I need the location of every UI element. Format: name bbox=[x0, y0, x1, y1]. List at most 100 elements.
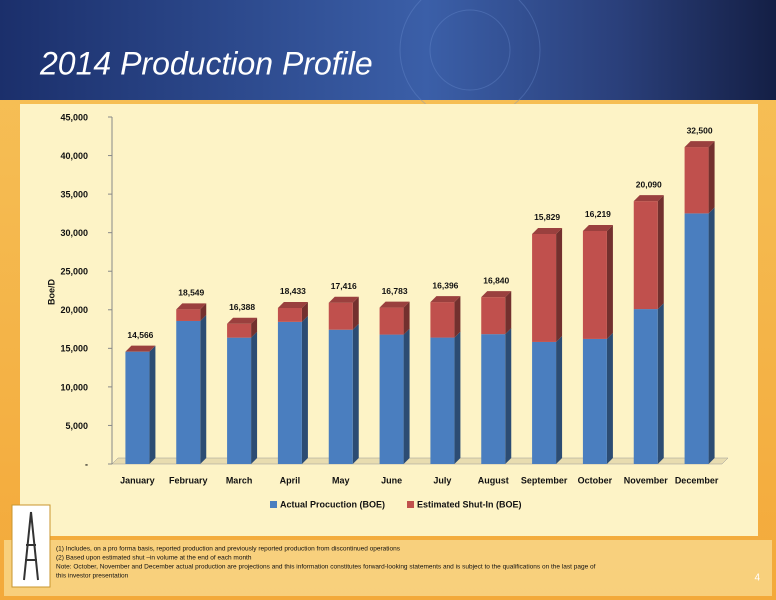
bar-segment bbox=[481, 334, 506, 464]
bar-side bbox=[200, 303, 207, 321]
bar-side bbox=[657, 303, 664, 464]
bar-segment bbox=[277, 321, 302, 464]
data-label: 18,433 bbox=[280, 286, 306, 296]
data-label: 16,840 bbox=[483, 275, 509, 285]
bar-segment bbox=[328, 302, 353, 330]
bar-top bbox=[684, 141, 715, 148]
bar-top bbox=[227, 317, 258, 324]
bar-segment bbox=[532, 233, 557, 342]
bar-segment bbox=[277, 307, 302, 322]
legend-swatch bbox=[270, 501, 277, 508]
bar-side bbox=[352, 296, 359, 330]
bar-top bbox=[532, 227, 563, 234]
bar-side bbox=[352, 323, 359, 464]
bar-side bbox=[505, 328, 512, 464]
data-label: 16,219 bbox=[585, 209, 611, 219]
bar-side bbox=[149, 345, 156, 464]
data-label: 16,396 bbox=[432, 280, 458, 290]
bar-top bbox=[582, 224, 613, 231]
logo-derrick bbox=[23, 511, 39, 581]
header-decoration bbox=[429, 9, 511, 91]
bar-segment bbox=[633, 201, 658, 310]
bar-top bbox=[176, 303, 207, 310]
x-tick-label: July bbox=[433, 475, 451, 485]
legend-label: Actual Procuction (BOE) bbox=[280, 499, 385, 509]
x-tick-label: April bbox=[280, 475, 301, 485]
bar-segment bbox=[633, 309, 658, 464]
y-tick-label: 30,000 bbox=[60, 228, 88, 238]
legend-label: Estimated Shut-In (BOE) bbox=[417, 499, 522, 509]
bar-side bbox=[251, 317, 258, 338]
bar-side bbox=[708, 141, 715, 214]
header bbox=[0, 0, 776, 100]
bar-segment bbox=[532, 341, 557, 464]
bar-side bbox=[556, 335, 563, 464]
x-tick-label: September bbox=[521, 475, 568, 485]
page-number: 4 bbox=[754, 573, 760, 584]
bar-segment bbox=[430, 337, 455, 464]
bar-segment bbox=[684, 213, 709, 464]
x-tick-label: October bbox=[578, 475, 613, 485]
bar-segment bbox=[379, 334, 404, 464]
data-label: 14,566 bbox=[127, 330, 153, 340]
data-label: 16,388 bbox=[229, 302, 255, 312]
bar-side bbox=[606, 332, 613, 464]
footnote: (1) Includes, on a pro forma basis, repo… bbox=[56, 546, 401, 553]
bar-side bbox=[708, 207, 715, 464]
bar-top bbox=[125, 345, 156, 352]
bar-segment bbox=[227, 337, 252, 464]
data-label: 18,549 bbox=[178, 288, 204, 298]
footnote: this investor presentation bbox=[56, 573, 129, 580]
y-tick-label: 10,000 bbox=[60, 382, 88, 392]
bar-segment bbox=[582, 230, 607, 339]
bar-segment bbox=[582, 338, 607, 464]
data-label: 15,829 bbox=[534, 212, 560, 222]
bar-side bbox=[301, 301, 308, 322]
bar-side bbox=[403, 328, 410, 464]
footnote: (2) Based upon estimated shut –in volume… bbox=[56, 555, 252, 562]
bar-segment bbox=[176, 309, 201, 321]
y-tick-label: 40,000 bbox=[60, 151, 88, 161]
bar-side bbox=[301, 315, 308, 464]
y-tick-label: 5,000 bbox=[65, 421, 88, 431]
bar-segment bbox=[481, 297, 506, 335]
bar-segment bbox=[430, 302, 455, 338]
bar-segment bbox=[176, 320, 201, 464]
bar-side bbox=[505, 291, 512, 335]
bar-top bbox=[481, 291, 512, 298]
x-tick-label: February bbox=[169, 475, 208, 485]
bar-side bbox=[556, 227, 563, 342]
bar-top bbox=[328, 296, 359, 303]
legend-swatch bbox=[407, 501, 415, 508]
data-label: 16,783 bbox=[382, 286, 408, 296]
x-tick-label: November bbox=[624, 475, 669, 485]
bar-segment bbox=[227, 323, 252, 338]
x-tick-label: December bbox=[675, 475, 719, 485]
x-tick-label: January bbox=[120, 475, 155, 485]
x-tick-label: May bbox=[332, 475, 350, 485]
bar-side bbox=[200, 314, 207, 464]
bar-side bbox=[657, 195, 664, 310]
bar-segment bbox=[379, 307, 404, 335]
y-tick-label: - bbox=[85, 459, 88, 469]
y-tick-label: 15,000 bbox=[60, 344, 88, 354]
y-tick-label: 20,000 bbox=[60, 305, 88, 315]
data-label: 32,500 bbox=[687, 125, 713, 135]
bar-side bbox=[606, 224, 613, 339]
bar-segment bbox=[684, 147, 709, 214]
bar-side bbox=[403, 301, 410, 335]
x-tick-label: August bbox=[478, 475, 509, 485]
bar-top bbox=[379, 301, 410, 308]
footnote: Note: October, November and December act… bbox=[56, 564, 596, 571]
footer bbox=[4, 540, 772, 596]
bar-top bbox=[277, 301, 308, 308]
data-label: 17,416 bbox=[331, 281, 357, 291]
bar-side bbox=[454, 331, 461, 464]
bar-side bbox=[454, 296, 461, 338]
bar-top bbox=[633, 195, 664, 202]
y-tick-label: 45,000 bbox=[60, 112, 88, 122]
bar-top bbox=[430, 296, 461, 303]
bar-side bbox=[251, 331, 258, 464]
data-label: 20,090 bbox=[636, 179, 662, 189]
